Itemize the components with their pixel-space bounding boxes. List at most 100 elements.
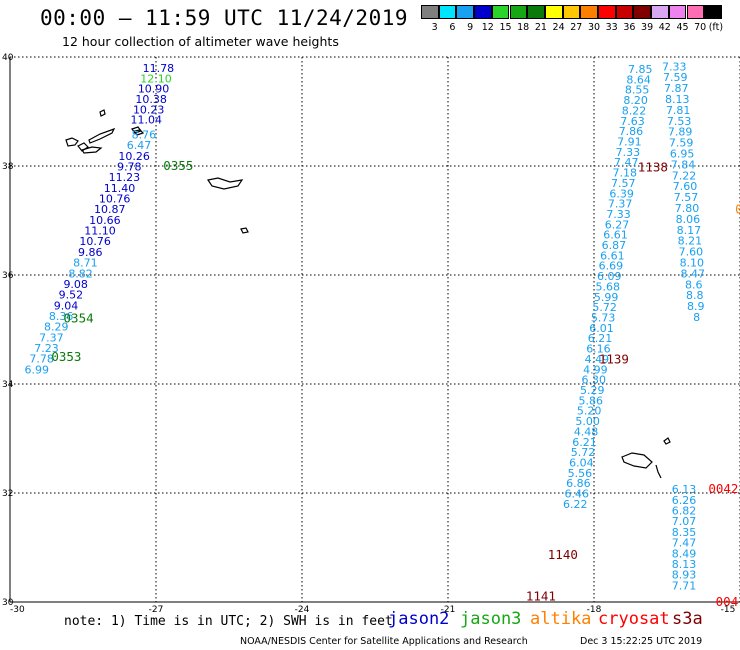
wave-height-value: 8.13 [665, 93, 690, 106]
wave-height-value: 7.57 [611, 177, 636, 190]
wave-height-value: 8.93 [672, 569, 697, 582]
wave-height-value: 9.04 [54, 299, 79, 312]
pass-time-label: 0353 [51, 349, 81, 364]
wave-height-value: 7.60 [679, 246, 704, 259]
wave-height-value: 7.91 [617, 135, 642, 148]
wave-height-value: 11.40 [104, 182, 136, 195]
wave-height-value: 8.64 [626, 73, 651, 86]
colorbar-label: 9 [467, 22, 474, 33]
wave-height-value: 6.22 [563, 498, 588, 511]
colorbar-label: 3 [431, 22, 438, 33]
wave-height-value: 4.49 [585, 353, 610, 366]
wave-height-value: 5.20 [577, 405, 602, 418]
pass-time-labels: 0355 0354 0353 1138 1139 1140 1141 0042 0041 06 [51, 158, 740, 609]
colorbar-label: 27 [570, 22, 583, 33]
colorbar-swatch [562, 5, 581, 19]
wave-height-value: 9.08 [63, 278, 88, 291]
wave-height-value: 5.86 [578, 394, 603, 407]
colorbar-swatch [668, 5, 687, 19]
colorbar-swatch [651, 5, 669, 19]
colorbar-swatch [421, 5, 439, 19]
wave-height-value: 7.57 [674, 191, 699, 204]
wave-height-value: 8.22 [622, 104, 647, 117]
wave-height-value: 6.87 [602, 239, 627, 252]
wave-height-value: 9.52 [59, 289, 84, 302]
map-subtitle: 12 hour collection of altimeter wave hei… [62, 34, 339, 49]
wave-height-value: 6.21 [588, 332, 613, 345]
wave-height-value: 7.86 [619, 125, 644, 138]
wave-height-value: 10.38 [135, 93, 167, 106]
wave-height-value: 7.78 [29, 353, 54, 366]
island-porto-santo [663, 437, 671, 445]
colorbar-swatch [704, 5, 722, 19]
wave-height-value: 7.22 [672, 169, 697, 182]
altimeter-tracks: 11.7812.1010.9010.3810.2311.048.766.4710… [25, 60, 706, 592]
island-sao-miguel [207, 177, 244, 190]
pass-time-label: 1139 [599, 351, 629, 366]
pass-time-label: 1141 [526, 589, 556, 604]
wave-height-value: 7.85 [628, 63, 653, 76]
colorbar-label: 33 [605, 22, 618, 33]
wave-height-value: 6.16 [586, 343, 611, 356]
wave-height-value: 8.6 [685, 278, 703, 291]
wave-height-value: 6.47 [127, 139, 152, 152]
wave-height-value: 6.01 [589, 322, 614, 335]
lon-tick-label: -27 [149, 605, 164, 615]
wave-height-value: 7.18 [613, 167, 638, 180]
wave-height-value: 9.78 [117, 160, 142, 173]
satellite-legend-item: s3a [672, 609, 703, 629]
colorbar-swatch [580, 5, 598, 19]
wave-height-value: 11.04 [131, 114, 163, 127]
lat-tick-label: 30 [2, 598, 14, 608]
wave-height-value: 12.10 [140, 72, 172, 85]
wave-height-value: 8.9 [687, 300, 705, 313]
lat-lon-grid [9, 56, 740, 603]
colorbar-label: 70 [694, 22, 707, 33]
wave-height-value: 7.59 [663, 71, 688, 84]
colorbar-label: 30 [587, 22, 601, 33]
wave-height-value: 8.10 [680, 256, 705, 269]
wave-height-value: 10.76 [79, 235, 111, 248]
wave-height-value: 7.71 [672, 579, 697, 592]
wave-height-value: 6.82 [672, 505, 697, 518]
lon-tick-label: -24 [295, 605, 310, 615]
colorbar-label: 18 [517, 22, 530, 33]
wave-height-value: 6.04 [569, 456, 594, 469]
wave-height-value: 7.63 [620, 115, 645, 128]
colorbar-label: 15 [499, 22, 512, 33]
colorbar-swatch [509, 5, 528, 19]
colorbar-swatch [615, 5, 634, 19]
colorbar-label: 36 [623, 22, 636, 33]
wave-height-value: 7.87 [664, 82, 689, 95]
pass-time-label: 0042 [708, 481, 738, 496]
wave-height-value: 7.89 [668, 126, 693, 139]
wave-height-value: 8.36 [49, 310, 74, 323]
lon-tick-label: -18 [587, 605, 602, 615]
lon-tick-label: -21 [441, 605, 456, 615]
wave-height-value: 7.47 [672, 537, 697, 550]
wave-height-value: 6.26 [672, 494, 697, 507]
colorbar-swatch [544, 5, 563, 19]
wave-height-value: 7.81 [666, 104, 691, 117]
wave-height-value: 8.76 [132, 128, 157, 141]
colorbar-swatch [491, 5, 510, 19]
island-santa-maria [240, 227, 249, 234]
island-terceira [132, 129, 145, 136]
wave-height-value: 8.29 [44, 321, 69, 334]
wave-height-value: 5.99 [594, 291, 619, 304]
wave-height-value: 8.21 [678, 235, 703, 248]
wave-height-value: 8.82 [68, 267, 93, 280]
wave-height-value: 6.61 [600, 249, 625, 262]
wave-height-value: 8.47 [681, 267, 706, 280]
islands [65, 109, 671, 479]
wave-height-value: 8.17 [677, 224, 702, 237]
colorbar-label: 45 [676, 22, 689, 33]
wave-height-value: 8.13 [672, 558, 697, 571]
colorbar-swatch [438, 5, 457, 19]
island-sao-jorge [81, 146, 103, 154]
wave-height-value: 5.73 [591, 312, 616, 325]
wave-height-value: 8 [693, 311, 700, 324]
wave-height-value: 8.35 [672, 526, 697, 539]
wave-height-value: 8.71 [73, 257, 98, 270]
